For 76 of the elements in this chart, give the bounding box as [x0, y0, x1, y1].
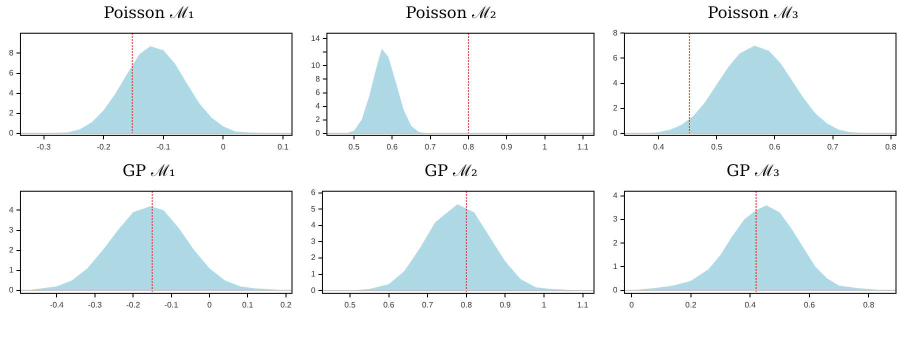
x-tick-label: 0.2 — [685, 300, 697, 310]
x-tick-label: 0.5 — [348, 142, 360, 152]
y-tick-label: 3 — [310, 236, 316, 246]
x-tick-label: 0.7 — [827, 142, 839, 152]
chart-title: GP ℳ₃ — [726, 160, 780, 180]
y-tick-label: 8 — [8, 48, 14, 58]
chart-title: Poisson ℳ₁ — [104, 2, 194, 22]
chart-title: GP ℳ₂ — [424, 160, 478, 180]
chart-title: Poisson ℳ₂ — [406, 2, 496, 22]
x-tick-label: 0.8 — [462, 142, 475, 152]
x-tick-label: 0.5 — [711, 142, 723, 152]
x-tick-label: 0.7 — [424, 142, 436, 152]
y-tick-label: 4 — [315, 102, 320, 110]
x-tick-label: 0.4 — [653, 142, 665, 152]
x-tick-label: 0.8 — [885, 142, 897, 152]
y-tick-label: 4 — [310, 220, 316, 230]
y-tick-label: 2 — [315, 115, 320, 124]
x-tick-label: 1.1 — [577, 300, 589, 310]
x-tick-label: -0.4 — [50, 300, 64, 310]
x-tick-label: 0.4 — [744, 300, 756, 310]
x-tick-label: 0.1 — [277, 142, 290, 152]
y-tick-label: 5 — [310, 204, 316, 214]
y-tick-label: 6 — [612, 53, 618, 62]
y-tick-label: 1 — [8, 266, 14, 275]
x-tick-label: -0.2 — [126, 300, 141, 310]
y-tick-label: 2 — [8, 246, 14, 255]
y-tick-label: 14 — [310, 34, 320, 43]
x-tick-label: 0.6 — [769, 142, 781, 152]
x-tick-label: 0 — [207, 300, 212, 310]
chart-title: Poisson ℳ₃ — [708, 2, 798, 22]
y-tick-label: 10 — [310, 60, 320, 70]
y-tick-label: 0 — [8, 286, 14, 295]
x-tick-label: 1.1 — [577, 142, 590, 152]
y-tick-label: 4 — [8, 88, 14, 98]
y-tick-label: 1 — [612, 262, 618, 271]
y-tick-label: 0 — [612, 286, 618, 295]
y-tick-label: 6 — [310, 188, 316, 198]
x-tick-label: 1 — [542, 142, 548, 152]
x-tick-label: 1 — [542, 300, 547, 310]
y-tick-label: 2 — [612, 104, 618, 113]
x-tick-label: 0.7 — [422, 300, 434, 310]
x-tick-label: -0.2 — [96, 142, 112, 152]
x-tick-label: 0.1 — [242, 300, 254, 310]
y-tick-label: 3 — [8, 225, 14, 234]
y-tick-label: 4 — [612, 191, 618, 200]
x-tick-label: -0.1 — [164, 300, 179, 310]
y-tick-label: 4 — [612, 78, 618, 88]
x-tick-label: 0.9 — [501, 142, 513, 152]
x-tick-label: 0.6 — [386, 142, 398, 152]
y-tick-label: 0 — [8, 128, 14, 138]
y-tick-label: 1 — [310, 270, 316, 279]
y-tick-label: 2 — [310, 253, 316, 262]
x-tick-label: 0.5 — [344, 300, 356, 310]
x-tick-label: 0 — [629, 300, 634, 310]
x-tick-label: 0.2 — [280, 300, 292, 310]
x-tick-label: 0.6 — [804, 300, 816, 310]
x-tick-label: -0.3 — [36, 142, 52, 152]
chart-title: GP ℳ₁ — [122, 160, 176, 180]
y-tick-label: 4 — [8, 205, 14, 214]
y-tick-label: 2 — [612, 238, 618, 248]
y-tick-label: 0 — [310, 286, 316, 295]
y-tick-label: 6 — [315, 88, 320, 97]
y-tick-label: 8 — [315, 74, 320, 84]
x-tick-label: 0 — [220, 142, 226, 152]
x-tick-label: -0.3 — [88, 300, 102, 310]
y-tick-label: 8 — [612, 28, 618, 38]
y-tick-label: 2 — [8, 108, 14, 118]
x-tick-label: 0.8 — [460, 300, 472, 310]
x-tick-label: -0.1 — [156, 142, 171, 152]
y-tick-label: 0 — [612, 128, 618, 138]
x-tick-label: 0.9 — [500, 300, 512, 310]
y-tick-label: 3 — [612, 214, 618, 224]
x-tick-label: 0.8 — [863, 300, 875, 310]
y-tick-label: 0 — [315, 128, 320, 138]
x-tick-label: 0.6 — [383, 300, 395, 310]
y-tick-label: 6 — [8, 68, 14, 78]
